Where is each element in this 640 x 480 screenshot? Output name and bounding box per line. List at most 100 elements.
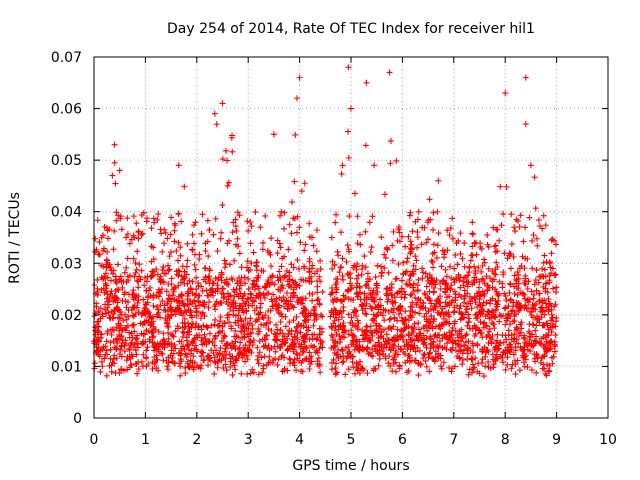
data-point	[529, 237, 536, 244]
data-point	[294, 323, 301, 330]
data-point	[488, 339, 495, 346]
data-point	[141, 282, 148, 289]
data-point	[343, 344, 350, 351]
data-point	[239, 354, 246, 361]
data-point	[98, 331, 105, 338]
data-point	[272, 331, 279, 338]
data-point	[329, 265, 336, 272]
data-point	[215, 330, 222, 337]
data-point	[146, 309, 153, 316]
data-point	[131, 304, 138, 311]
data-point	[154, 340, 161, 347]
data-point	[114, 261, 121, 268]
data-point	[374, 262, 381, 269]
data-point	[418, 241, 425, 248]
data-point	[155, 348, 162, 355]
data-point	[266, 319, 273, 326]
data-point	[471, 279, 478, 286]
data-point	[398, 233, 405, 240]
data-point	[247, 290, 254, 297]
data-point	[336, 269, 343, 276]
data-point	[546, 368, 553, 375]
data-point	[469, 230, 476, 237]
data-point	[328, 323, 335, 330]
data-point	[514, 357, 521, 364]
data-point	[239, 295, 246, 302]
data-point	[241, 327, 248, 334]
data-point	[345, 366, 352, 373]
data-point	[407, 272, 414, 279]
data-point	[430, 264, 437, 271]
data-point	[407, 303, 414, 310]
data-point	[160, 263, 167, 270]
data-point	[302, 313, 309, 320]
data-point	[412, 294, 419, 301]
data-point	[118, 353, 125, 360]
data-point	[379, 269, 386, 276]
data-point	[430, 289, 437, 296]
data-point	[398, 314, 405, 321]
data-point	[111, 159, 118, 166]
data-point	[235, 307, 242, 314]
data-point	[354, 280, 361, 287]
data-point	[493, 288, 500, 295]
data-point	[526, 336, 533, 343]
data-point	[391, 354, 398, 361]
data-point	[408, 291, 415, 298]
data-point	[194, 297, 201, 304]
data-point	[316, 273, 323, 280]
data-point	[532, 277, 539, 284]
data-point	[175, 239, 182, 246]
data-point	[366, 349, 373, 356]
data-point	[279, 255, 286, 262]
data-point	[345, 128, 352, 135]
data-point	[479, 288, 486, 295]
data-point	[143, 347, 150, 354]
data-point	[268, 327, 275, 334]
data-point	[209, 339, 216, 346]
data-point	[223, 276, 230, 283]
data-point	[479, 310, 486, 317]
data-point	[470, 349, 477, 356]
data-point	[407, 238, 414, 245]
data-point	[271, 330, 278, 337]
data-point	[265, 307, 272, 314]
data-point	[270, 303, 277, 310]
data-point	[183, 353, 190, 360]
data-point	[331, 262, 338, 269]
data-point	[270, 131, 277, 138]
data-point	[178, 350, 185, 357]
data-point	[214, 248, 221, 255]
data-point	[178, 292, 185, 299]
data-point	[245, 275, 252, 282]
data-point	[217, 345, 224, 352]
data-point	[536, 319, 543, 326]
data-point	[235, 293, 242, 300]
data-point	[489, 311, 496, 318]
data-point	[455, 291, 462, 298]
data-point	[421, 325, 428, 332]
data-point	[341, 334, 348, 341]
data-point	[526, 214, 533, 221]
data-point	[167, 352, 174, 359]
data-point	[509, 318, 516, 325]
data-point	[495, 345, 502, 352]
data-point	[499, 280, 506, 287]
data-point	[480, 373, 487, 380]
data-point	[107, 346, 114, 353]
data-point	[329, 324, 336, 331]
data-point	[426, 288, 433, 295]
data-point	[545, 306, 552, 313]
data-point	[521, 295, 528, 302]
data-point	[512, 347, 519, 354]
data-point	[156, 276, 163, 283]
data-point	[170, 333, 177, 340]
data-point	[428, 300, 435, 307]
data-point	[419, 265, 426, 272]
data-point	[99, 313, 106, 320]
data-point	[176, 307, 183, 314]
data-point	[355, 326, 362, 333]
data-point	[296, 352, 303, 359]
data-point	[179, 263, 186, 270]
data-point	[486, 325, 493, 332]
